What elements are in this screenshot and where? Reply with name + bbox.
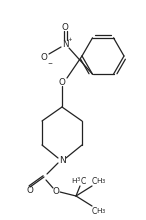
Text: H: H — [96, 208, 102, 214]
Text: +: + — [68, 37, 72, 42]
Text: H: H — [71, 178, 77, 184]
Text: N: N — [59, 156, 65, 165]
Text: N: N — [62, 40, 68, 48]
Text: 3: 3 — [76, 177, 80, 182]
Text: O: O — [41, 53, 47, 62]
Text: O: O — [53, 187, 59, 196]
Text: O: O — [27, 185, 33, 194]
Text: 3: 3 — [101, 179, 105, 184]
Text: H: H — [96, 178, 102, 184]
Text: C: C — [80, 176, 86, 185]
Text: 3: 3 — [101, 209, 105, 214]
Text: C: C — [91, 176, 97, 185]
Text: −: − — [47, 61, 52, 66]
Text: C: C — [91, 207, 97, 216]
Text: O: O — [59, 77, 65, 86]
Text: O: O — [62, 22, 68, 31]
